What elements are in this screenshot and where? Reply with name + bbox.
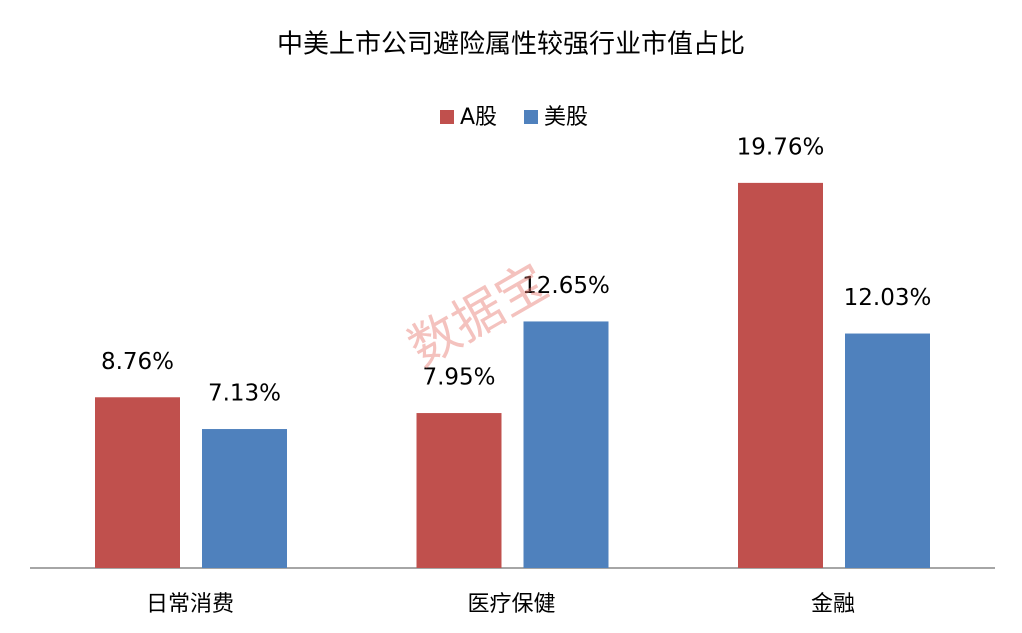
data-label: 7.95% — [422, 365, 495, 391]
x-tick-label: 金融 — [811, 592, 855, 617]
x-tick-label: 医疗保健 — [467, 592, 555, 617]
bar — [738, 182, 823, 568]
x-tick-label: 日常消费 — [146, 592, 234, 617]
data-label: 7.13% — [208, 381, 281, 407]
bar — [845, 333, 930, 568]
data-label: 12.03% — [844, 285, 932, 311]
legend-label: A股 — [460, 105, 497, 130]
legend-swatch — [524, 110, 538, 124]
bar — [416, 413, 502, 568]
bar — [95, 397, 180, 568]
data-label: 8.76% — [101, 349, 174, 375]
data-label: 12.65% — [522, 273, 610, 299]
bar — [523, 321, 609, 568]
bar — [202, 429, 287, 568]
legend-swatch — [440, 110, 454, 124]
chart-title: 中美上市公司避险属性较强行业市值占比 — [277, 30, 745, 60]
data-label: 19.76% — [737, 134, 825, 160]
legend-label: 美股 — [544, 105, 588, 130]
